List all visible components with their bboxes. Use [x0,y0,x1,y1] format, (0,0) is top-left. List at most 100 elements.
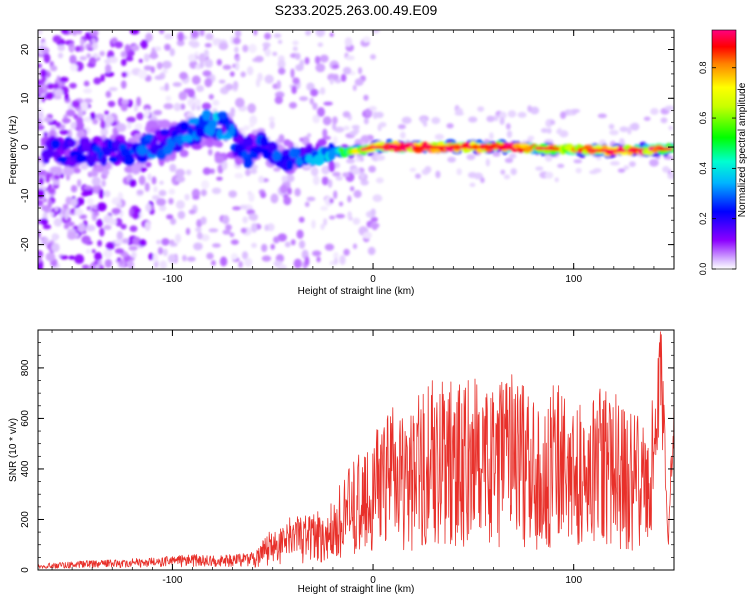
spectrogram-cell [69,208,77,215]
spectrogram-cell [129,179,137,188]
spectrogram-cell [83,116,94,123]
spectrogram-cell [203,49,209,58]
spectrogram-cell [100,127,109,137]
spectrogram-cell [261,243,268,253]
spectrogram-cell [86,155,96,167]
spectrogram-cell [168,188,176,195]
spectrogram-cell [248,43,257,53]
spectrogram-cell [340,73,347,82]
spectrogram-cell [129,30,140,35]
spectrogram-cell [70,184,78,193]
spectrogram-cell [54,206,59,212]
spectrogram-cell [42,224,52,230]
spectrogram-cell [99,227,105,237]
spectrogram-cell [190,30,199,39]
spectrogram-cell [116,123,127,133]
spectrogram-cell [120,50,128,58]
spectrogram-cell [93,260,99,266]
spectrogram-cell [351,168,361,175]
spectrogram-cell [368,165,376,173]
spectrogram-cell [65,196,73,205]
spectrogram-cell [136,112,144,120]
spectrogram-cell [169,163,177,173]
spectrogram-cell [329,78,334,85]
spectrogram-cell [261,255,272,262]
spectrogram-cell [161,60,172,69]
spectrogram-cell [59,129,69,135]
spectrogram-cell [159,260,168,269]
spectrogram-cell [506,130,513,138]
spectrogram-cell [257,72,263,82]
spectrogram-cell [222,214,230,225]
spectrogram-cell [38,170,45,175]
spectrogram-cell [250,168,258,175]
spectrogram-cell [194,98,201,107]
spectrogram-cell [488,145,495,149]
spectrogram-cell [212,243,221,248]
spectrogram-cell [124,44,131,52]
spectrogram-cell [334,126,345,133]
spectrogram-cell [175,200,185,210]
spectrogram-cell [105,241,115,251]
spectrogram-cell [221,160,228,171]
spectrogram-cell [253,30,258,36]
spectrogram-cell [243,135,254,148]
spectrogram-cell [145,161,152,168]
spectrogram-cell [95,163,105,173]
spectrogram-cell [163,103,174,110]
spectrogram-cell [292,46,298,52]
spectrogram-cell [530,106,540,115]
spectrogram-cell [294,52,301,60]
spectrogram-cell [286,174,295,183]
spectrogram-cell [119,258,124,266]
spectrogram-cell [53,88,64,97]
spectrogram-cell [204,42,212,48]
spectrogram-cell [156,61,163,70]
spectrogram-cell [347,211,352,220]
spectrogram-cell [68,255,75,260]
spectrogram-cell [51,233,59,241]
spectrogram-cell [172,82,182,87]
spectrogram-cell [184,193,190,201]
spectrogram-cell [316,256,321,263]
spectrogram-cell [230,253,238,261]
spectrogram-cell [218,79,226,84]
spectrogram-cell [270,193,279,204]
spectrogram-cell [240,227,247,234]
spectrogram-cell [229,71,235,77]
spectrogram-cell [177,31,185,42]
spectrogram-cell [252,145,264,154]
spectrogram-cell [105,90,112,98]
spectrogram-cell [273,167,281,172]
spectrogram-cell [343,125,350,131]
snr-x-tick-label: 100 [565,575,582,586]
spectrogram-cell [283,139,291,147]
spectrogram-cell [234,61,240,71]
spectrogram-cell [164,43,171,51]
spectrogram-cell [91,249,96,254]
spectrogram-cell [177,210,186,220]
spectrogram-cell [560,111,567,120]
spectrogram-cell [45,176,50,183]
spectrogram-cell [104,58,111,65]
spectrogram-cell [664,105,674,111]
spectrogram-x-tick-label: -100 [162,274,182,285]
spectrogram-cell [176,39,185,47]
colorbar-gradient [712,30,736,269]
spectrogram-cell [69,63,78,72]
spectrogram-cell [310,166,319,177]
spectrogram-cell [189,40,200,48]
spectrogram-cell [331,64,340,69]
snr-x-tick-label: -100 [162,575,182,586]
spectrogram-cell [52,35,61,43]
spectrogram-cell [342,172,350,178]
spectrogram-cell [83,185,93,190]
spectrogram-cell [247,103,256,114]
spectrogram-cell [347,195,352,203]
spectrogram-cell [38,30,43,35]
spectrogram-cell [264,74,274,84]
spectrogram-cell [323,218,328,226]
spectrogram-cell [50,138,61,150]
spectrogram-cell [169,48,175,57]
spectrogram-cell [279,184,288,194]
